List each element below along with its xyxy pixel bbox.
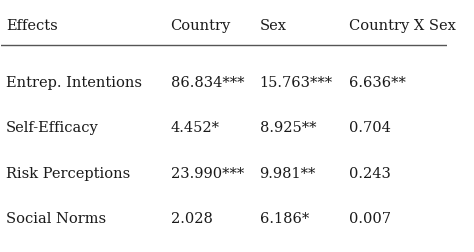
- Text: 6.186*: 6.186*: [260, 211, 309, 225]
- Text: Effects: Effects: [6, 19, 57, 33]
- Text: 0.007: 0.007: [348, 211, 391, 225]
- Text: 0.704: 0.704: [348, 121, 391, 135]
- Text: 15.763***: 15.763***: [260, 76, 333, 90]
- Text: Country X Sex: Country X Sex: [348, 19, 456, 33]
- Text: 86.834***: 86.834***: [171, 76, 244, 90]
- Text: 23.990***: 23.990***: [171, 166, 244, 180]
- Text: 8.925**: 8.925**: [260, 121, 316, 135]
- Text: 6.636**: 6.636**: [348, 76, 405, 90]
- Text: Sex: Sex: [260, 19, 287, 33]
- Text: 0.243: 0.243: [348, 166, 391, 180]
- Text: Country: Country: [171, 19, 231, 33]
- Text: Self-Efficacy: Self-Efficacy: [6, 121, 99, 135]
- Text: Risk Perceptions: Risk Perceptions: [6, 166, 130, 180]
- Text: 9.981**: 9.981**: [260, 166, 316, 180]
- Text: Social Norms: Social Norms: [6, 211, 106, 225]
- Text: 2.028: 2.028: [171, 211, 212, 225]
- Text: 4.452*: 4.452*: [171, 121, 219, 135]
- Text: Entrep. Intentions: Entrep. Intentions: [6, 76, 142, 90]
